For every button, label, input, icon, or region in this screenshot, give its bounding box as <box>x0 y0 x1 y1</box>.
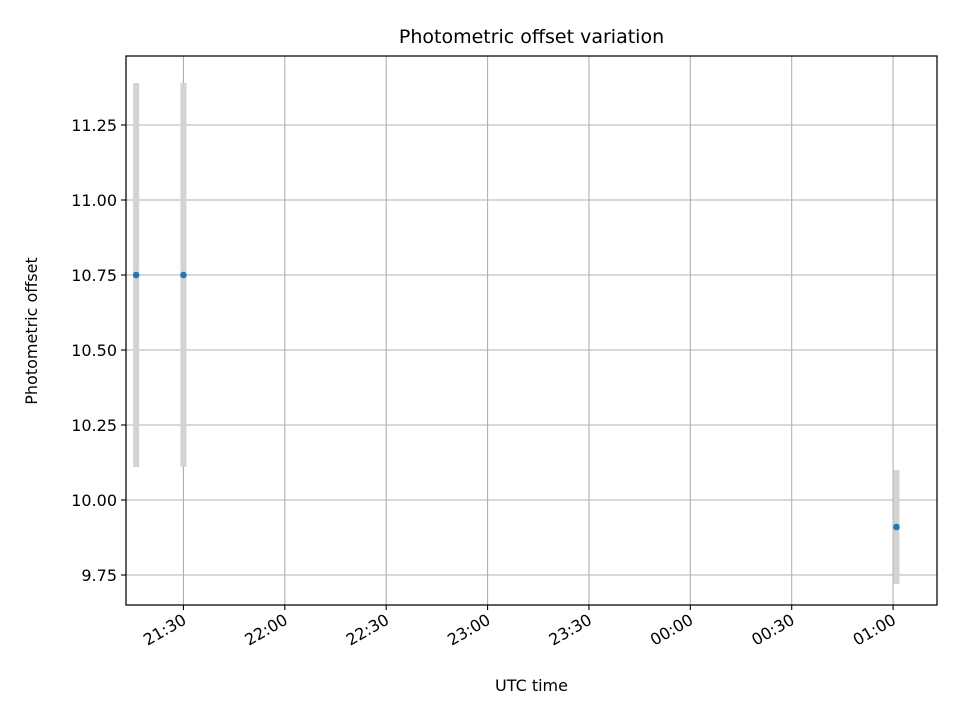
y-tick-label: 11.00 <box>71 191 117 210</box>
y-tick-label: 10.00 <box>71 491 117 510</box>
y-tick-label: 10.25 <box>71 416 117 435</box>
grid <box>126 56 937 605</box>
chart-title: Photometric offset variation <box>399 26 664 48</box>
y-tick-label: 11.25 <box>71 116 117 135</box>
plot-frame <box>125 55 938 606</box>
x-axis-title: UTC time <box>495 676 568 695</box>
y-tick-label: 10.75 <box>71 266 117 285</box>
y-axis-title: Photometric offset <box>22 257 41 405</box>
y-tick-label: 9.75 <box>81 566 117 585</box>
data-points <box>132 271 900 531</box>
data-point <box>893 523 900 531</box>
y-axis: 9.75 10.00 10.25 10.50 10.75 11.00 11.25 <box>71 116 126 585</box>
y-tick-label: 10.50 <box>71 341 117 360</box>
data-point <box>132 271 140 279</box>
data-point <box>180 271 187 279</box>
